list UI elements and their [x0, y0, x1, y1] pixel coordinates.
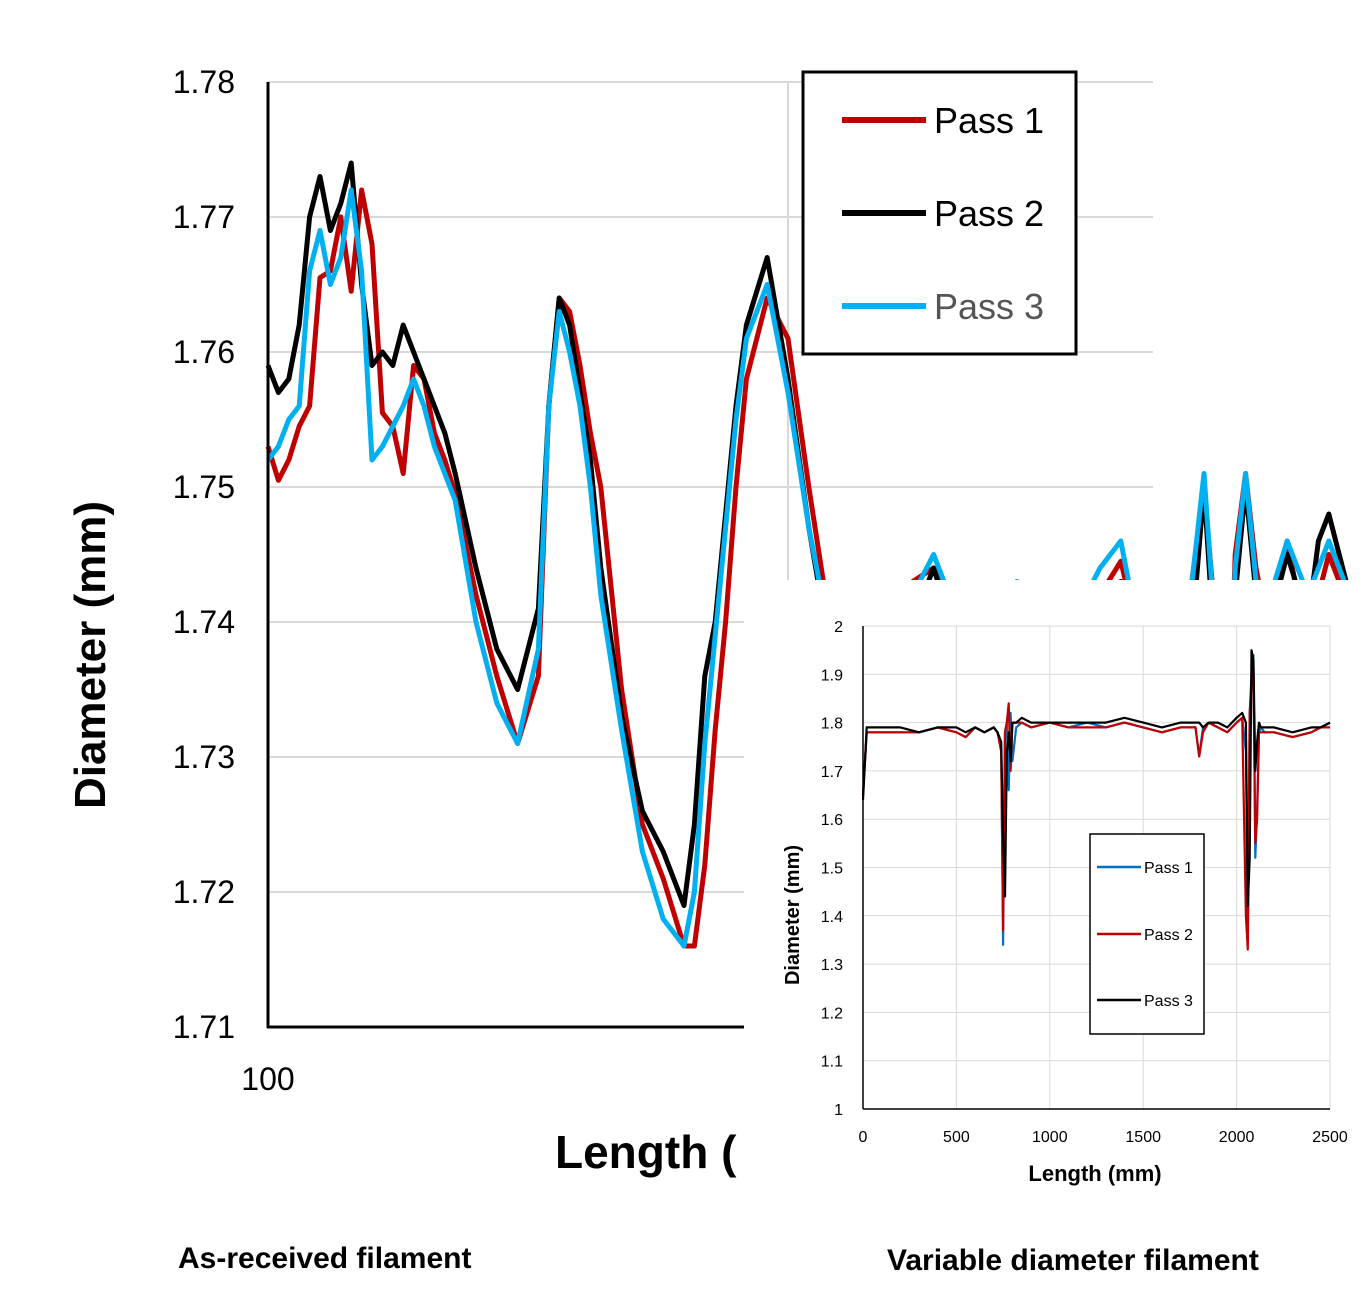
- inset-series-group: [861, 649, 1331, 951]
- inset-legend-label-pass-2: Pass 2: [1144, 927, 1193, 944]
- main-legend: Pass 1 Pass 2 Pass 3: [801, 70, 1078, 356]
- inset-y-tick-label: 1.5: [821, 861, 843, 878]
- caption-variable-diameter: Variable diameter filament: [887, 1244, 1259, 1277]
- main-y-tick-label: 1.75: [173, 469, 235, 505]
- inset-x-tick-label: 1500: [1125, 1129, 1161, 1146]
- inset-y-axis-label: Diameter (mm): [782, 845, 804, 985]
- inset-y-tick-label: 2: [834, 619, 843, 636]
- main-x-tick-label: 100: [241, 1061, 294, 1097]
- main-y-axis-label: Diameter (mm): [66, 501, 115, 809]
- inset-legend: Pass 1 Pass 2 Pass 3: [1089, 833, 1205, 1035]
- main-legend-label-pass-1: Pass 1: [934, 100, 1044, 141]
- main-y-tick-label: 1.71: [173, 1009, 235, 1045]
- inset-x-tick-label: 2000: [1219, 1129, 1255, 1146]
- inset-y-tick-label: 1.1: [821, 1054, 843, 1071]
- inset-chart: 1 1.1 1.2 1.3 1.4 1.5 1.6 1.7 1.8 1.9 2 0 500 1000 150…: [782, 619, 1348, 1186]
- main-y-tick-label: 1.78: [173, 64, 235, 100]
- main-y-tick-label: 1.73: [173, 739, 235, 775]
- inset-panel: [744, 580, 1367, 1220]
- inset-legend-label-pass-3: Pass 3: [1144, 993, 1193, 1010]
- inset-y-tick-label: 1.8: [821, 716, 843, 733]
- main-x-axis-label: Length (: [555, 1126, 737, 1178]
- inset-y-tick-label: 1: [834, 1102, 843, 1119]
- main-y-tick-label: 1.77: [173, 199, 235, 235]
- main-y-tick-label: 1.74: [173, 604, 235, 640]
- main-y-tick-label: 1.76: [173, 334, 235, 370]
- main-legend-label-pass-2: Pass 2: [934, 193, 1044, 234]
- main-y-tick-label: 1.72: [173, 874, 235, 910]
- caption-as-received: As-received filament: [178, 1242, 472, 1275]
- inset-x-tick-label: 1000: [1032, 1129, 1068, 1146]
- inset-x-tick-label: 500: [943, 1129, 970, 1146]
- inset-y-tick-label: 1.4: [821, 909, 843, 926]
- inset-y-tick-label: 1.2: [821, 1005, 843, 1022]
- inset-tick-labels: 1 1.1 1.2 1.3 1.4 1.5 1.6 1.7 1.8 1.9 2 0 500 1000 150…: [821, 619, 1348, 1146]
- inset-x-tick-label: 2500: [1312, 1129, 1348, 1146]
- inset-y-tick-label: 1.3: [821, 957, 843, 974]
- main-legend-label-pass-3: Pass 3: [934, 286, 1044, 327]
- inset-y-tick-label: 1.9: [821, 667, 843, 684]
- inset-y-tick-label: 1.6: [821, 812, 843, 829]
- inset-x-axis-label: Length (mm): [1028, 1161, 1161, 1186]
- main-tick-labels: 1.711.721.731.741.751.761.771.78100600: [173, 64, 815, 1097]
- inset-legend-label-pass-1: Pass 1: [1144, 860, 1193, 877]
- inset-series-line-pass-3: [861, 649, 1331, 908]
- inset-y-tick-label: 1.7: [821, 764, 843, 781]
- inset-axes: [862, 626, 1330, 1110]
- inset-x-tick-label: 0: [859, 1129, 868, 1146]
